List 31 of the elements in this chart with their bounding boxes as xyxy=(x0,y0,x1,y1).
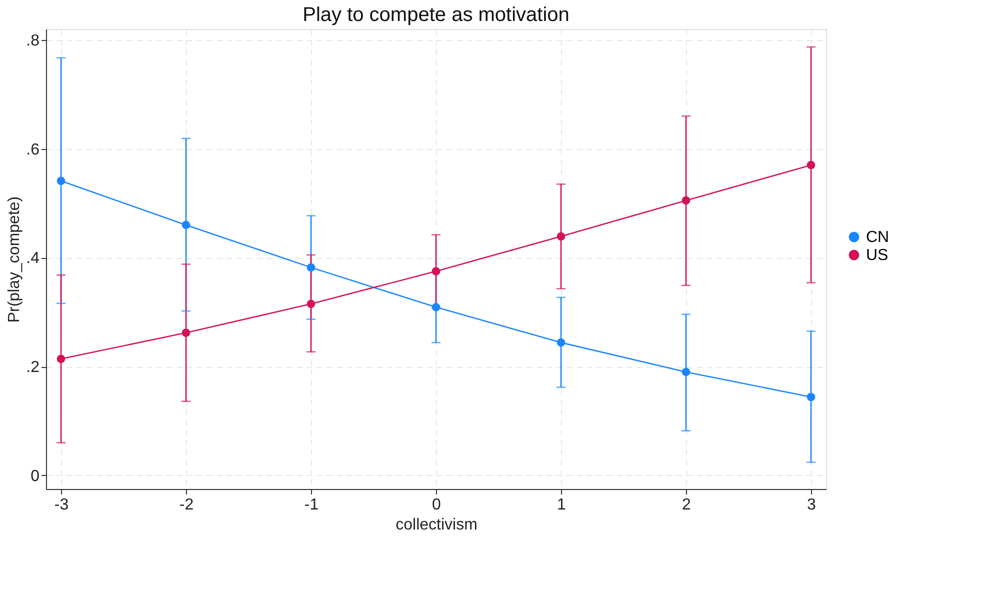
y-tick-label: .2 xyxy=(26,359,40,376)
x-tick-label: 3 xyxy=(807,496,816,514)
point xyxy=(306,263,316,272)
x-tick-label: 2 xyxy=(682,496,692,514)
x-axis-title: collectivism xyxy=(396,516,478,534)
point xyxy=(682,368,690,376)
point xyxy=(182,220,190,230)
y-tick-label: .6 xyxy=(26,141,40,158)
y-axis-title: Pr(play_compete) xyxy=(6,196,24,323)
legend-label: CN xyxy=(866,229,890,246)
point xyxy=(56,176,66,186)
y-tick-label: .4 xyxy=(26,250,40,268)
point xyxy=(56,354,66,364)
point xyxy=(432,267,440,276)
point xyxy=(306,300,316,308)
point xyxy=(556,232,566,241)
x-tick-label: -3 xyxy=(54,496,69,514)
chart-title: Play to compete as motivation xyxy=(302,4,570,26)
point xyxy=(432,303,440,312)
x-tick-label: 1 xyxy=(557,496,566,514)
x-tick-label: 0 xyxy=(432,496,442,514)
x-tick-label: -2 xyxy=(179,496,194,514)
legend-label: US xyxy=(866,247,888,264)
point xyxy=(806,160,816,170)
x-tick-label: -1 xyxy=(304,496,319,514)
point xyxy=(182,328,190,337)
point xyxy=(682,196,690,205)
point xyxy=(806,392,816,402)
point xyxy=(556,338,566,347)
y-tick-label: .8 xyxy=(26,32,40,50)
y-tick-label: 0 xyxy=(30,468,40,485)
